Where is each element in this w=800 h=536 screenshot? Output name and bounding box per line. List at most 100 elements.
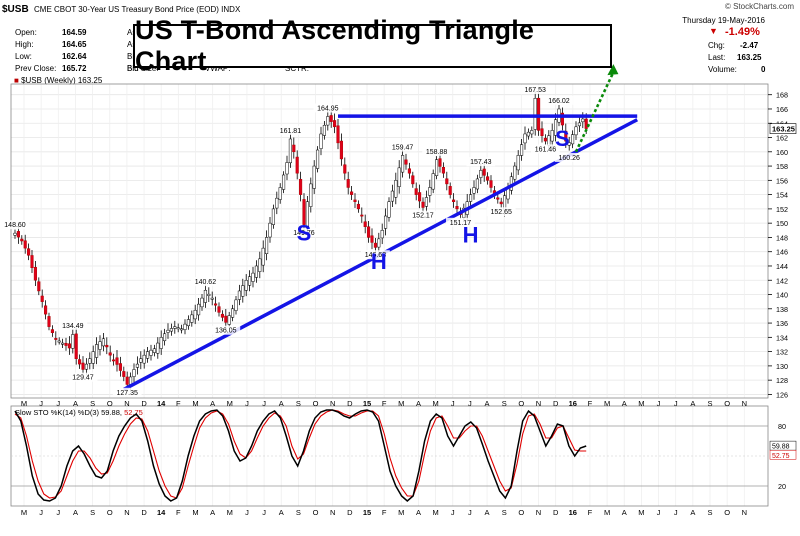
price-month-label: D xyxy=(553,399,559,408)
sto-month-label: A xyxy=(210,508,215,517)
price-month-label: A xyxy=(416,399,421,408)
sto-month-label: N xyxy=(124,508,129,517)
price-month-label: O xyxy=(313,399,319,408)
sto-month-label: J xyxy=(39,508,43,517)
candle-up xyxy=(513,165,517,180)
sto-month-label: M xyxy=(227,508,233,517)
price-tick-label: 126 xyxy=(776,390,788,399)
price-month-label: M xyxy=(604,399,610,408)
last-price-tag-text: 163.25 xyxy=(772,125,795,134)
candle-down xyxy=(537,97,541,131)
candle-up xyxy=(322,124,326,136)
candle-up xyxy=(288,138,292,164)
candle-down xyxy=(404,159,408,165)
sto-month-label: M xyxy=(638,508,644,517)
price-tick-label: 154 xyxy=(776,191,788,200)
sto-month-label: S xyxy=(502,508,507,517)
price-month-label: M xyxy=(638,399,644,408)
candle-down xyxy=(224,315,228,323)
candle-down xyxy=(108,352,112,356)
sto-month-label: A xyxy=(416,508,421,517)
ask-label: As xyxy=(127,28,137,37)
candle-down xyxy=(346,179,350,188)
price-tick-label: 142 xyxy=(776,276,788,285)
sto-month-label: N xyxy=(742,508,747,517)
candle-up xyxy=(88,358,92,364)
candle-up xyxy=(166,329,170,333)
sto-month-label: M xyxy=(21,508,27,517)
price-month-label: S xyxy=(296,399,301,408)
sto-month-label: N xyxy=(330,508,335,517)
candle-up xyxy=(431,173,435,190)
candle-up xyxy=(156,342,160,354)
price-annotation: 161.46 xyxy=(535,146,557,153)
price-month-label: A xyxy=(690,399,695,408)
sto-month-label: F xyxy=(382,508,387,517)
candle-up xyxy=(251,272,255,282)
price-month-label: M xyxy=(227,399,233,408)
price-annotation-bg xyxy=(554,152,584,162)
prev-close-label: Prev Close: xyxy=(15,64,57,73)
sto-month-label: D xyxy=(553,508,559,517)
price-month-label: 16 xyxy=(569,399,577,408)
price-annotation-bg xyxy=(446,217,475,227)
candle-up xyxy=(479,170,483,178)
candle-up xyxy=(475,178,479,190)
price-tick-label: 158 xyxy=(776,162,788,171)
candle-up xyxy=(95,344,99,358)
price-annotation-bg xyxy=(544,95,574,105)
price-tick-label: 128 xyxy=(776,376,788,385)
price-annotation: 167.53 xyxy=(524,87,546,94)
candle-down xyxy=(421,201,425,208)
candle-up xyxy=(285,162,289,175)
sto-tick-label: 20 xyxy=(778,482,786,491)
candle-up xyxy=(210,297,214,300)
sto-k-line xyxy=(14,409,587,502)
sto-month-label: J xyxy=(674,508,678,517)
candle-down xyxy=(302,199,306,225)
price-month-label: F xyxy=(588,399,593,408)
candle-up xyxy=(258,258,262,272)
sto-month-label: S xyxy=(90,508,95,517)
candle-up xyxy=(98,341,102,350)
candle-up xyxy=(282,174,286,190)
candle-up xyxy=(152,348,156,353)
candle-up xyxy=(135,363,139,368)
candle-up xyxy=(61,342,65,345)
price-annotation-bg xyxy=(68,372,98,382)
candle-up xyxy=(244,280,248,291)
price-annotation: 129.47 xyxy=(72,375,94,382)
price-tick-label: 146 xyxy=(776,248,788,257)
candle-up xyxy=(312,165,316,189)
prev-close-value: 165.72 xyxy=(62,64,87,73)
candle-up xyxy=(550,130,554,142)
price-month-label: S xyxy=(707,399,712,408)
sto-month-label: M xyxy=(192,508,198,517)
time-axis: M J J A S O N D 14 F M A M J J A S O N D 15 F M A M J J A S O N D 16 F M A M… xyxy=(21,399,747,517)
symbol-label: $USB xyxy=(2,4,29,15)
candle-up xyxy=(401,155,405,173)
low-label: Low: xyxy=(15,52,32,61)
price-annotation-bg xyxy=(520,85,550,95)
sto-month-label: M xyxy=(398,508,404,517)
high-label: High: xyxy=(15,40,34,49)
candle-down xyxy=(217,306,221,313)
candle-up xyxy=(278,187,282,200)
price-annotation: 158.88 xyxy=(426,149,448,156)
price-month-label: O xyxy=(724,399,730,408)
candle-up xyxy=(268,222,272,238)
price-annotation: 134.49 xyxy=(62,323,84,330)
candle-down xyxy=(445,178,449,185)
candle-down xyxy=(78,359,82,365)
sto-month-label: 14 xyxy=(157,508,166,517)
candle-down xyxy=(356,203,360,210)
price-annotation: 160.26 xyxy=(558,155,580,162)
chart-title: US T-Bond Ascending Triangle Chart xyxy=(133,15,612,76)
sto-month-label: S xyxy=(707,508,712,517)
candle-down xyxy=(452,199,456,203)
candle-down xyxy=(367,226,371,238)
last-value: 163.25 xyxy=(737,53,762,62)
candle-down xyxy=(584,118,588,129)
candle-up xyxy=(394,180,398,198)
candle-down xyxy=(220,313,224,318)
